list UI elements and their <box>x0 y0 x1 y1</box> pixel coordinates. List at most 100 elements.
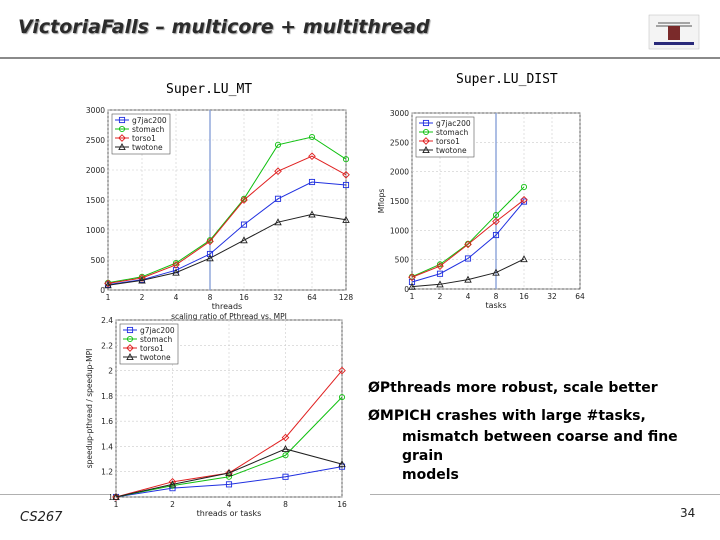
data-point <box>422 146 430 154</box>
bullet-2-line-2: mismatch between coarse and fine grain <box>402 429 678 464</box>
data-point <box>206 250 214 258</box>
x-tick-label: 32 <box>547 292 557 301</box>
x-tick-label: 128 <box>339 293 354 302</box>
legend-label: torso1 <box>132 134 156 143</box>
series-line <box>411 201 525 283</box>
x-tick-label: 64 <box>575 292 585 301</box>
data-point <box>308 210 316 218</box>
data-point <box>338 366 346 375</box>
legend-label: g7jac200 <box>436 119 471 128</box>
scaling-ratio-chart: 1 1.2 1.4 1.6 1.8 2 2.2 2.4 1 2 4 8 16 threads or tas… <box>86 312 347 517</box>
data-point <box>274 167 282 176</box>
data-point <box>281 445 290 453</box>
data-point <box>342 215 350 223</box>
y-tick-label: 0 <box>404 285 409 294</box>
data-point <box>342 156 350 163</box>
bullet-marker: Ø <box>368 380 380 396</box>
data-point <box>168 477 177 486</box>
bullet-text: MPICH crashes with large #tasks, <box>379 408 646 424</box>
x-tick-label: 8 <box>208 293 213 302</box>
legend-item: torso1 <box>123 344 164 353</box>
legend-item: g7jac200 <box>419 119 471 128</box>
data-point <box>308 152 316 161</box>
legend-label: g7jac200 <box>140 326 175 335</box>
data-point <box>240 196 248 204</box>
data-point <box>464 275 472 283</box>
y-tick-label: 2.2 <box>101 341 113 350</box>
data-point <box>338 394 346 401</box>
y-tick-label: 1.2 <box>101 468 113 477</box>
data-point <box>492 212 500 219</box>
x-tick-label: 16 <box>519 292 529 301</box>
data-point <box>520 255 528 263</box>
data-point <box>464 255 472 262</box>
x-tick-label: 2 <box>140 293 145 302</box>
x-tick-label: 64 <box>307 293 317 302</box>
legend-item: g7jac200 <box>123 326 175 335</box>
legend-label: torso1 <box>140 344 164 353</box>
y-tick-label: 1500 <box>86 196 105 205</box>
data-point <box>126 353 134 361</box>
superlu-mt-label: Super.LU_MT <box>166 82 253 97</box>
x-tick-label: 1 <box>106 293 111 302</box>
y-tick-label: 2 <box>108 367 113 376</box>
series-line <box>115 466 343 498</box>
university-logo <box>648 14 700 50</box>
series-twotone <box>104 210 350 289</box>
page-number: 34 <box>680 506 696 520</box>
data-point <box>422 128 430 136</box>
legend-label: stomach <box>436 128 468 137</box>
superlu-mt-chart: 0 500 1000 1500 2000 2500 3000 1 2 4 8 16 32 64 128 thr… <box>86 106 354 311</box>
data-point <box>520 183 528 190</box>
x-axis-label: threads <box>212 302 242 311</box>
x-axis-label: tasks <box>485 301 506 310</box>
data-point <box>436 262 444 270</box>
legend-item: torso1 <box>419 137 460 146</box>
data-point <box>492 217 500 226</box>
data-point <box>206 237 214 246</box>
series-line <box>107 213 347 286</box>
data-point <box>225 469 233 477</box>
series-twotone <box>112 445 346 501</box>
data-point <box>281 433 290 442</box>
x-tick-label: 4 <box>174 293 179 302</box>
footer-rule-right <box>370 494 720 495</box>
legend-label: g7jac200 <box>132 116 167 125</box>
data-point <box>126 326 134 334</box>
course-label: CS267 <box>20 510 63 525</box>
x-tick-label: 4 <box>466 292 471 301</box>
x-axis-label: threads or tasks <box>197 509 262 517</box>
data-point <box>422 137 430 145</box>
legend-item: g7jac200 <box>115 116 167 125</box>
y-tick-label: 1000 <box>86 226 105 235</box>
bullet-2: ØMPICH crashes with large #tasks, <box>368 408 646 424</box>
legend-item: stomach <box>419 128 468 137</box>
bullet-marker: Ø <box>368 408 380 424</box>
legend-item: twotone <box>123 353 171 362</box>
data-point <box>112 493 120 501</box>
series-torso1 <box>104 152 350 288</box>
data-point <box>138 274 146 282</box>
superlu-dist-chart: 0 500 1000 1500 2000 2500 3000 1 2 4 8 16 32 64 tasks M… <box>378 109 585 310</box>
x-tick-label: 4 <box>227 500 232 509</box>
legend-label: twotone <box>140 353 171 362</box>
x-tick-label: 1 <box>410 292 415 301</box>
legend-label: twotone <box>132 143 163 152</box>
y-tick-label: 2000 <box>390 168 409 177</box>
data-point <box>240 221 248 228</box>
data-point <box>520 195 528 204</box>
bullet-2-line-3: models <box>402 467 459 483</box>
y-axis-label: speedup-pthread / speedup-MPI <box>86 349 94 469</box>
legend-label: stomach <box>140 335 172 344</box>
superlu-dist-label: Super.LU_DIST <box>456 72 558 87</box>
bullet-text: Pthreads more robust, scale better <box>379 380 658 396</box>
data-point <box>308 178 316 186</box>
data-point <box>118 116 126 124</box>
data-point <box>492 268 500 276</box>
data-point <box>308 133 316 141</box>
y-tick-label: 3000 <box>86 106 105 115</box>
y-tick-label: 2000 <box>86 166 105 175</box>
data-point <box>274 218 282 226</box>
series-g7jac200 <box>408 198 528 286</box>
data-point <box>172 268 180 276</box>
